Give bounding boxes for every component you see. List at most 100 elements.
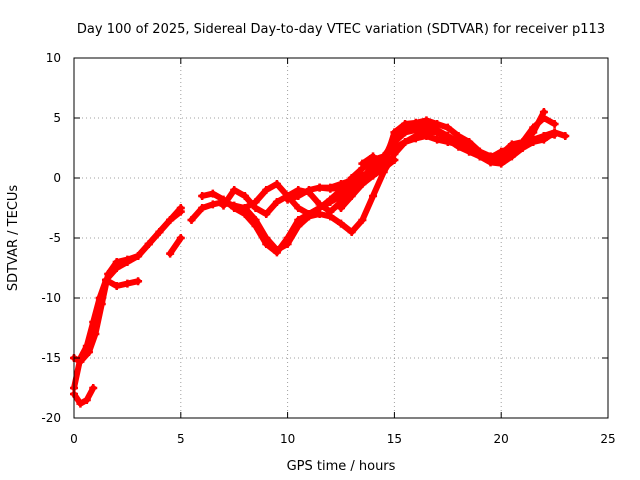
data-point: [187, 216, 196, 224]
data-point: [337, 219, 345, 228]
y-tick-labels: -20 -15 -10 -5 0 5 10: [41, 51, 61, 425]
data-point: [272, 180, 281, 188]
data-point: [240, 192, 249, 200]
y-tick-label: -5: [49, 231, 61, 245]
data-point: [230, 186, 239, 194]
data-point: [358, 159, 367, 168]
x-tick-label: 15: [387, 432, 402, 446]
data-point: [166, 249, 175, 258]
y-tick-label: -20: [41, 411, 61, 425]
y-tick-label: 0: [53, 171, 61, 185]
data-point: [91, 330, 100, 338]
data-point: [475, 152, 484, 161]
data-point: [369, 171, 378, 180]
data-point: [529, 135, 538, 144]
data-point: [304, 186, 313, 194]
data-point: [134, 277, 143, 286]
x-tick-label: 20: [494, 432, 509, 446]
data-point: [326, 195, 335, 204]
data-point: [283, 234, 292, 242]
x-tick-label: 5: [177, 432, 185, 446]
data-point: [76, 399, 85, 408]
data-point: [539, 114, 548, 122]
data-point: [550, 128, 559, 137]
series-line-3: [71, 385, 97, 407]
data-point: [369, 152, 378, 161]
data-point: [240, 204, 249, 212]
data-point: [326, 183, 335, 192]
chart-title: Day 100 of 2025, Sidereal Day-to-day VTE…: [77, 22, 605, 37]
x-tick-labels: 0 5 10 15 20 25: [70, 432, 615, 446]
data-point: [315, 183, 324, 192]
data-point: [144, 240, 153, 248]
data-point: [337, 204, 345, 212]
data-point: [497, 152, 506, 161]
data-point: [379, 164, 388, 173]
data-point: [454, 138, 463, 146]
data-point: [176, 234, 185, 242]
data-point: [401, 128, 410, 137]
x-tick-label: 0: [70, 432, 78, 446]
data-point: [539, 132, 548, 140]
data-point: [379, 152, 388, 161]
data-point: [347, 228, 356, 236]
y-tick-label: 5: [53, 111, 61, 125]
data-point: [123, 279, 132, 288]
y-tick-label: -10: [41, 291, 61, 305]
data-point: [433, 135, 442, 144]
data-point: [347, 192, 356, 200]
data-point: [262, 240, 271, 248]
data-point: [401, 120, 410, 128]
data-point: [411, 118, 420, 127]
data-point: [198, 204, 207, 212]
data-point: [230, 204, 239, 212]
x-tick-label: 10: [280, 432, 295, 446]
data-point: [326, 207, 335, 216]
data-point: [112, 282, 121, 290]
grid-lines: [74, 58, 608, 418]
data-point: [529, 123, 538, 132]
data-point: [304, 210, 313, 218]
data-point: [411, 132, 420, 140]
data-point: [102, 276, 111, 284]
x-tick-label: 25: [600, 432, 615, 446]
series-line-5: [167, 235, 184, 257]
data-point: [176, 204, 185, 212]
data-point: [550, 120, 559, 128]
y-axis-label: SDTVAR / TECUs: [6, 185, 21, 292]
data-point: [358, 174, 367, 182]
y-tick-label: -15: [41, 351, 61, 365]
data-point: [97, 300, 106, 308]
data-point: [433, 120, 442, 128]
data-point: [422, 116, 431, 125]
data-point: [82, 396, 91, 404]
data-point: [251, 222, 260, 230]
data-point: [123, 255, 132, 264]
data-point: [262, 210, 271, 218]
data-point: [134, 252, 143, 260]
data-point: [112, 258, 121, 266]
data-point: [283, 195, 292, 204]
data-point: [84, 348, 93, 356]
data-point: [401, 138, 410, 146]
data-point: [272, 198, 281, 206]
data-point: [337, 180, 345, 188]
data-point: [208, 189, 217, 198]
data-point: [561, 132, 570, 140]
x-axis-label: GPS time / hours: [287, 459, 396, 474]
series-line-4: [103, 277, 142, 289]
data-series-layer: [70, 108, 570, 408]
data-point: [390, 128, 399, 137]
data-point: [272, 248, 281, 257]
data-point: [347, 176, 356, 185]
data-point: [390, 156, 399, 164]
data-point: [155, 228, 164, 236]
data-point: [358, 216, 367, 224]
data-point: [390, 144, 399, 152]
data-point: [76, 357, 85, 366]
data-point: [443, 123, 452, 132]
data-point: [465, 144, 474, 152]
series-line-11: [338, 157, 398, 211]
